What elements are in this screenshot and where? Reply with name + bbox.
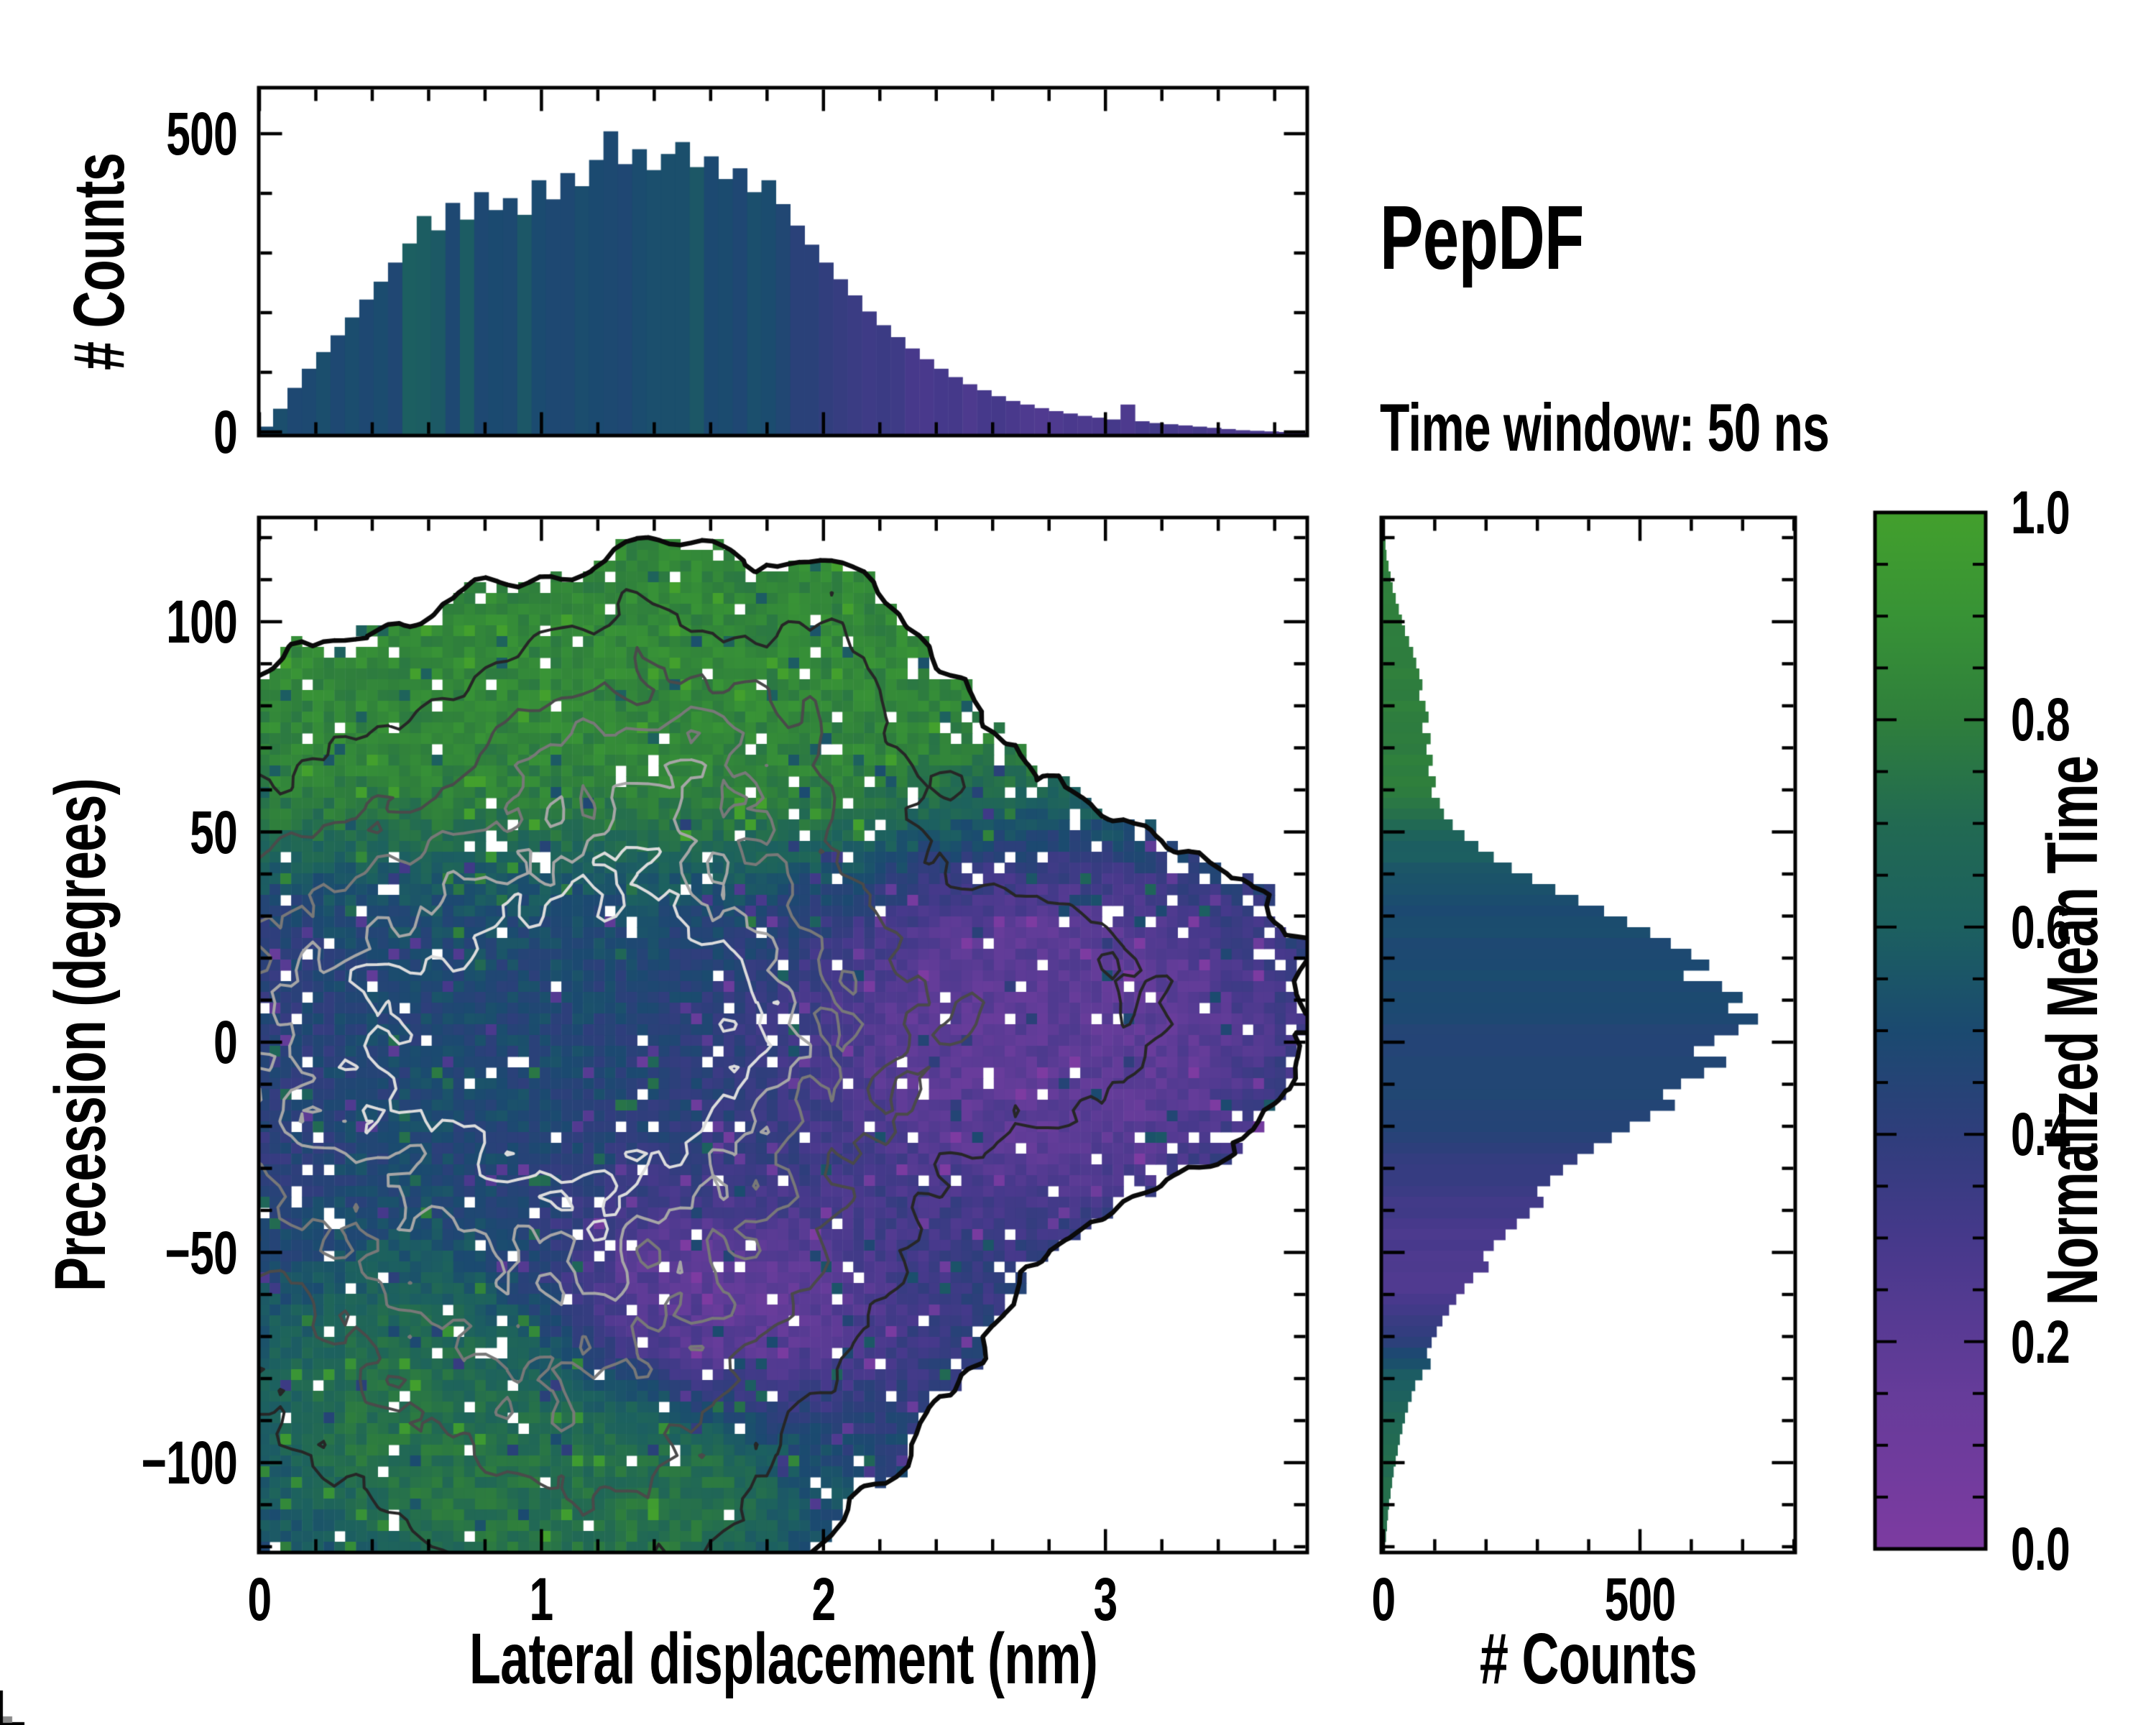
tick-label: 500 <box>166 100 237 167</box>
top-hist-y-axis-title: # Counts <box>59 152 139 371</box>
colorbar-title: Normalized Mean Time <box>2032 755 2113 1306</box>
tick-label: 0 <box>213 398 238 466</box>
tick-label: 2 <box>811 1565 836 1633</box>
main-x-axis-title: Lateral displacement (nm) <box>469 1619 1098 1699</box>
tick-label: 0.8 <box>2011 686 2070 754</box>
tick-label: 0.2 <box>2011 1307 2070 1376</box>
tick-label: −100 <box>141 1429 238 1496</box>
tick-label: 1.0 <box>2011 479 2070 546</box>
tick-label: 0 <box>1371 1565 1396 1633</box>
figure-subtitle: Time window: 50 ns <box>1380 390 1830 465</box>
tick-label: 0.4 <box>2011 1100 2070 1169</box>
tick-label: 1 <box>529 1565 554 1633</box>
tick-label: 0.0 <box>2011 1515 2070 1583</box>
right-hist-x-axis-title: # Counts <box>1479 1619 1697 1699</box>
tick-label: 0.6 <box>2011 893 2070 961</box>
tick-label: 3 <box>1093 1565 1118 1633</box>
tick-label: 0 <box>247 1565 272 1633</box>
tick-label: 500 <box>1604 1565 1676 1633</box>
tick-label: −50 <box>165 1218 238 1287</box>
main-y-axis-title: Precession (degrees) <box>40 778 121 1292</box>
tick-label: 0 <box>213 1008 238 1076</box>
tick-label: 100 <box>166 588 237 656</box>
figure-title: PepDF <box>1380 187 1584 288</box>
tick-label: 50 <box>190 798 238 866</box>
